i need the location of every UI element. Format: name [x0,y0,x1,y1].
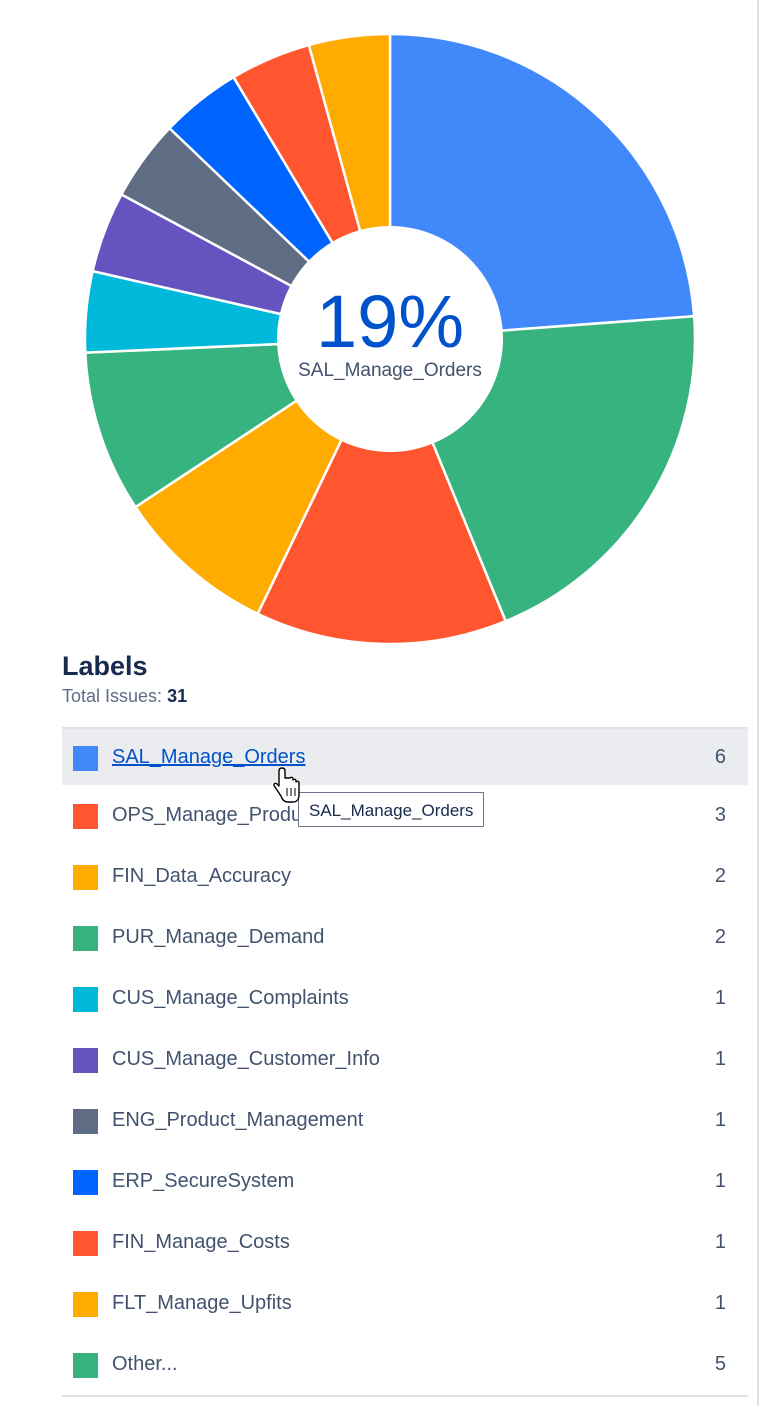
total-issues: Total Issues: 31 [62,686,187,707]
legend-count: 2 [714,926,726,948]
legend-count: 1 [714,1048,726,1070]
legend-row[interactable]: Other... 5 [62,1334,748,1395]
legend-swatch [73,987,98,1012]
legend-count: 3 [714,804,726,826]
total-issues-label: Total Issues: [62,686,163,706]
hand-cursor-icon [273,767,300,803]
legend-count: 1 [714,1109,726,1131]
legend-label[interactable]: CUS_Manage_Customer_Info [112,1048,380,1070]
legend-row[interactable]: FIN_Data_Accuracy 2 [62,846,748,907]
tooltip: SAL_Manage_Orders [298,792,485,827]
donut-chart: 19% SAL_Manage_Orders [83,32,697,646]
legend-count: 6 [714,746,726,768]
legend-row[interactable]: CUS_Manage_Customer_Info 1 [62,1029,748,1090]
legend-swatch [73,1231,98,1256]
legend-count: 1 [714,1292,726,1314]
legend-label[interactable]: FLT_Manage_Upfits [112,1292,292,1314]
legend-swatch [73,1292,98,1317]
legend-count: 5 [714,1353,726,1375]
legend-swatch [73,1109,98,1134]
legend-label[interactable]: CUS_Manage_Complaints [112,987,349,1009]
legend-count: 2 [714,865,726,887]
legend-row[interactable]: FLT_Manage_Upfits 1 [62,1273,748,1334]
legend-swatch [73,926,98,951]
legend-title: Labels [62,651,148,681]
legend-swatch [73,1170,98,1195]
legend-label[interactable]: PUR_Manage_Demand [112,926,325,948]
legend-row[interactable]: ERP_SecureSystem 1 [62,1151,748,1212]
legend-swatch [73,865,98,890]
legend-swatch [73,746,98,771]
legend-swatch [73,1048,98,1073]
legend-row[interactable]: PUR_Manage_Demand 2 [62,907,748,968]
legend-label[interactable]: ERP_SecureSystem [112,1170,295,1192]
center-label: SAL_Manage_Orders [298,360,482,381]
legend-row[interactable]: FIN_Manage_Costs 1 [62,1212,748,1273]
legend-count: 1 [714,1170,726,1192]
legend-row[interactable]: ENG_Product_Management 1 [62,1090,748,1151]
legend-label[interactable]: FIN_Data_Accuracy [112,865,291,887]
legend-label[interactable]: FIN_Manage_Costs [112,1231,290,1253]
legend-count: 1 [714,1231,726,1253]
legend-row[interactable]: SAL_Manage_Orders 6 [62,727,748,785]
legend-swatch [73,1353,98,1378]
legend-label[interactable]: ENG_Product_Management [112,1109,364,1131]
legend-label[interactable]: Other... [112,1353,178,1375]
legend-row[interactable]: CUS_Manage_Complaints 1 [62,968,748,1029]
panel-border [757,0,759,1406]
legend-list: SAL_Manage_Orders 6 OPS_Manage_Produ 3 FIN_D… [62,727,748,1397]
donut-hole [277,226,503,452]
legend-label[interactable]: SAL_Manage_Orders [112,746,306,768]
legend-swatch [73,804,98,829]
total-issues-value: 31 [167,686,188,706]
slice-ops-manage-produ[interactable] [255,335,508,646]
legend-row[interactable]: OPS_Manage_Produ 3 [62,785,748,846]
center-percentage: 19% [316,280,464,363]
legend-count: 1 [714,987,726,1009]
legend-label[interactable]: OPS_Manage_Produ [112,804,303,826]
